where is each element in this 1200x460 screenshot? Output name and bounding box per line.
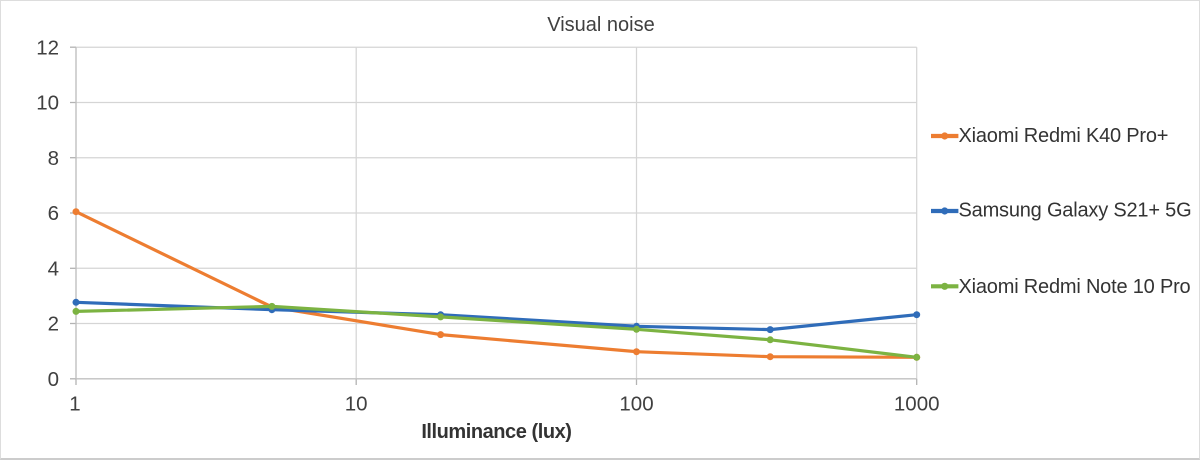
svg-text:100: 100: [619, 392, 653, 415]
svg-text:1000: 1000: [894, 392, 940, 415]
svg-text:Visual noise: Visual noise: [547, 14, 654, 36]
svg-text:10: 10: [36, 92, 59, 115]
svg-text:Xiaomi Redmi Note 10 Pro: Xiaomi Redmi Note 10 Pro: [959, 276, 1191, 298]
svg-text:1: 1: [69, 392, 80, 415]
svg-text:12: 12: [36, 36, 59, 59]
svg-text:0: 0: [48, 368, 59, 391]
svg-text:Samsung Galaxy S21+ 5G: Samsung Galaxy S21+ 5G: [959, 200, 1192, 222]
svg-text:10: 10: [345, 392, 368, 415]
svg-text:Xiaomi Redmi K40 Pro+: Xiaomi Redmi K40 Pro+: [959, 125, 1169, 147]
svg-text:4: 4: [48, 257, 59, 280]
svg-text:2: 2: [48, 313, 59, 336]
svg-text:Illuminance (lux): Illuminance (lux): [421, 421, 571, 443]
svg-text:6: 6: [48, 202, 59, 225]
svg-text:8: 8: [48, 147, 59, 170]
